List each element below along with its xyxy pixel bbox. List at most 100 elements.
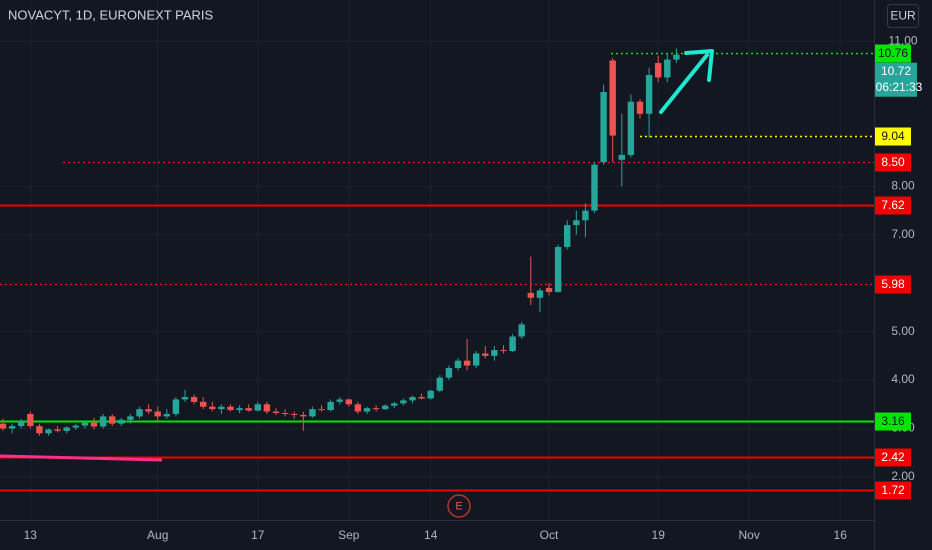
candle-body (336, 399, 343, 402)
candle-body (254, 404, 261, 411)
candle-body (81, 422, 89, 426)
candle-body (582, 210, 589, 221)
candle-body (118, 419, 125, 424)
candle-body (45, 429, 52, 434)
chart-title: NOVACYT, 1D, EURONEXT PARIS (8, 7, 213, 22)
x-tick-label: 16 (834, 528, 848, 542)
candle-body (518, 324, 525, 337)
candle-body (545, 288, 553, 292)
x-tick-label: Nov (739, 528, 760, 542)
candle-body (372, 408, 380, 410)
candle-body (454, 360, 462, 368)
candle-body (181, 397, 189, 400)
candle-body (99, 416, 107, 427)
candle-body (527, 292, 534, 298)
level-label-box (875, 127, 911, 146)
candle-body (154, 411, 161, 417)
candle-body (327, 401, 334, 411)
candle-body (391, 403, 398, 406)
candle-body (491, 350, 498, 356)
level-label: 8.50 (881, 155, 905, 169)
y-tick-label: 7.00 (891, 227, 915, 241)
candle-body (627, 101, 635, 155)
candle-body (72, 425, 79, 428)
candle-body (400, 400, 407, 404)
candle-body (345, 399, 352, 405)
y-tick-label: 4.00 (891, 372, 915, 386)
candle-body (600, 91, 607, 163)
candle-body (54, 429, 61, 431)
candle-body (591, 164, 598, 211)
candle-body (573, 220, 580, 226)
candle-body (636, 101, 644, 114)
candle-body (218, 406, 225, 410)
candle-body (609, 60, 616, 136)
candle-body (145, 409, 152, 412)
candle-body (564, 225, 571, 247)
level-label: 9.04 (881, 129, 905, 143)
candle-body (227, 406, 234, 411)
candle-body (536, 290, 544, 298)
y-tick-label: 5.00 (891, 324, 915, 338)
candles (0, 48, 680, 436)
candle-body (245, 408, 252, 411)
candle-body (463, 360, 471, 366)
candle-body (445, 367, 453, 378)
candle-body (163, 413, 170, 417)
candle-body (272, 411, 280, 413)
candle-body (645, 75, 653, 114)
y-tick-label: 11.00 (888, 33, 917, 47)
candle-body (281, 412, 289, 414)
candle-body (409, 397, 416, 401)
trend-line (0, 454, 163, 462)
candle-body (63, 427, 70, 431)
candle-body (18, 421, 25, 427)
x-tick-label: 19 (652, 528, 666, 542)
candle-body (655, 62, 662, 78)
level-label-box (875, 448, 911, 467)
candle-body (127, 416, 134, 420)
level-label: 10.76 (878, 46, 908, 60)
candle-body (500, 350, 507, 352)
candle-body (190, 397, 198, 402)
candle-body (200, 401, 207, 407)
level-label: 3.16 (881, 414, 905, 428)
x-tick-label: 13 (24, 528, 38, 542)
candle-body (618, 154, 625, 160)
level-label-box (875, 153, 911, 172)
x-tick-label: Oct (540, 528, 559, 542)
candle-body (291, 413, 298, 415)
levels (0, 52, 874, 492)
level-label: 2.42 (881, 450, 905, 464)
candle-body (554, 246, 562, 292)
currency-box[interactable] (887, 4, 919, 28)
candle-body (436, 377, 443, 391)
level-label-box (875, 196, 911, 215)
x-tick-label: 17 (251, 528, 265, 542)
candle-body (354, 404, 362, 412)
level-label: 5.98 (881, 277, 905, 291)
level-label-box (875, 275, 911, 294)
candle-body (36, 426, 43, 434)
countdown-label: 06:21:33 (876, 80, 923, 94)
currency-label[interactable]: EUR (890, 9, 916, 23)
candle-body (382, 405, 389, 410)
candle-body (8, 426, 16, 429)
level-label-box (875, 481, 911, 500)
candle-body (27, 413, 34, 427)
earnings-circle[interactable] (447, 494, 471, 518)
level-label: 1.72 (881, 483, 905, 497)
last-price-label: 10.72 (881, 64, 911, 78)
candle-body (109, 416, 116, 424)
candle-body (673, 54, 680, 60)
level-label-box (875, 412, 911, 431)
earnings-label[interactable]: E (455, 500, 462, 512)
candle-body (300, 414, 307, 417)
candle-body (363, 408, 371, 412)
candle-body (309, 409, 316, 417)
candle-body (172, 399, 180, 414)
candle-body (427, 390, 434, 399)
x-tick-label: 14 (424, 528, 438, 542)
